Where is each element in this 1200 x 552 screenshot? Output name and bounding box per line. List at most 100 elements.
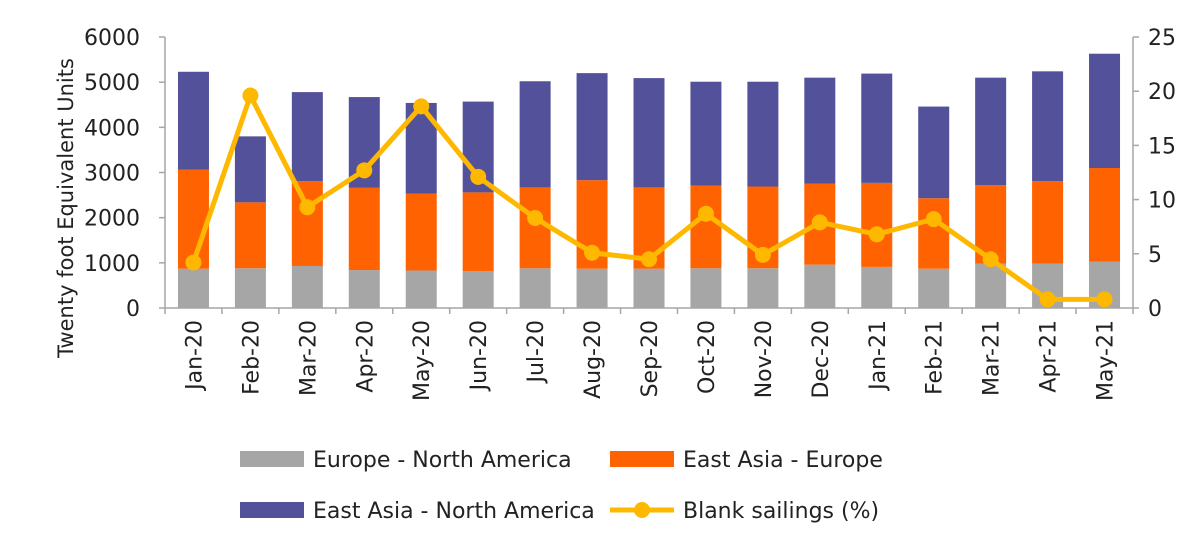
bar-europe-north-america-may-20: [405, 270, 437, 308]
bar-east-asia-europe-oct-20: [690, 185, 722, 269]
bar-europe-north-america-mar-20: [291, 266, 323, 308]
bar-east-asia-north-america-mar-20: [291, 92, 323, 182]
bar-europe-north-america-feb-21: [918, 268, 950, 308]
line-layer: [185, 87, 1113, 308]
y-tick-label: 0: [126, 297, 140, 322]
legend-item-east-asia-europe: East Asia - Europe: [610, 448, 883, 473]
legend-marker: [634, 502, 650, 518]
bar-europe-north-america-aug-20: [576, 268, 608, 308]
bar-east-asia-north-america-apr-21: [1032, 71, 1064, 182]
x-tick-label: Jan-20: [182, 320, 207, 392]
legend-layer: Europe - North America East Asia - Europe…: [240, 448, 883, 524]
x-tick-label: May-20: [410, 320, 435, 401]
bar-east-asia-north-america-jul-20: [519, 81, 551, 188]
bar-east-asia-north-america-oct-20: [690, 81, 722, 186]
x-tick-label: Nov-20: [752, 320, 777, 398]
point-blank-sailings-jan-20: [185, 254, 202, 271]
bar-east-asia-europe-apr-21: [1032, 181, 1064, 264]
bar-europe-north-america-feb-20: [234, 268, 266, 308]
legend-swatch: [240, 502, 304, 518]
point-blank-sailings-mar-21: [982, 251, 999, 268]
y-tick-label: 3000: [84, 162, 140, 187]
x-tick-label: Jan-21: [866, 320, 891, 392]
y-tick-label: 4000: [84, 116, 140, 141]
bar-east-asia-europe-mar-20: [291, 181, 323, 266]
x-tick-label: Oct-20: [695, 320, 720, 394]
bar-east-asia-north-america-aug-20: [576, 73, 608, 181]
bar-east-asia-north-america-feb-21: [918, 106, 950, 199]
y2-tick-label: 0: [1148, 297, 1162, 322]
point-blank-sailings-sep-20: [641, 251, 657, 268]
bar-europe-north-america-oct-20: [690, 268, 722, 308]
bar-east-asia-europe-jul-20: [519, 187, 551, 269]
y2-tick-label: 25: [1148, 26, 1176, 51]
bar-europe-north-america-jan-21: [861, 266, 893, 308]
bar-east-asia-north-america-feb-20: [234, 136, 266, 203]
x-tick-label: Dec-20: [809, 320, 834, 399]
x-tick-label: Mar-20: [296, 320, 321, 396]
bar-europe-north-america-jul-20: [519, 268, 551, 308]
x-tick-label: Jun-20: [467, 320, 492, 392]
point-blank-sailings-jan-21: [868, 226, 885, 243]
legend-label: Blank sailings (%): [683, 499, 879, 524]
axes-layer: 0 1000 2000 3000 4000 5000 6000 0 5 10 15 20 25 Jan-2…: [54, 26, 1176, 401]
y-tick-label: 5000: [84, 71, 140, 96]
bar-east-asia-europe-jan-21: [861, 182, 893, 267]
x-tick-label: Apr-21: [1037, 320, 1062, 393]
bar-east-asia-north-america-dec-20: [804, 77, 836, 184]
legend-label: East Asia - North America: [313, 499, 595, 524]
bar-europe-north-america-jun-20: [462, 270, 494, 308]
bar-europe-north-america-nov-20: [747, 268, 779, 308]
point-blank-sailings-mar-20: [299, 199, 316, 216]
point-blank-sailings-jun-20: [470, 168, 487, 185]
y-tick-label: 2000: [84, 207, 140, 232]
bar-east-asia-europe-feb-20: [234, 202, 266, 269]
legend-label: Europe - North America: [313, 448, 572, 473]
bar-east-asia-north-america-nov-20: [747, 81, 779, 187]
point-blank-sailings-may-20: [413, 98, 430, 115]
legend-swatch: [240, 451, 304, 467]
point-blank-sailings-apr-20: [356, 162, 373, 179]
legend-label: East Asia - Europe: [683, 448, 883, 473]
x-tick-label: Mar-21: [980, 320, 1005, 396]
point-blank-sailings-oct-20: [697, 205, 714, 222]
point-blank-sailings-may-21: [1096, 291, 1113, 308]
bar-europe-north-america-mar-21: [975, 263, 1007, 308]
bar-east-asia-europe-jun-20: [462, 192, 494, 271]
x-tick-label: Feb-21: [923, 320, 948, 395]
x-tick-label: Feb-20: [239, 320, 264, 395]
bar-europe-north-america-jan-20: [177, 268, 209, 308]
x-tick-label: May-21: [1094, 320, 1119, 401]
bar-europe-north-america-dec-20: [804, 264, 836, 308]
bar-east-asia-europe-apr-20: [348, 187, 380, 271]
bar-east-asia-europe-feb-21: [918, 198, 950, 269]
bar-east-asia-europe-may-20: [405, 193, 437, 271]
point-blank-sailings-aug-20: [584, 244, 601, 261]
y2-tick-label: 10: [1148, 189, 1176, 214]
bar-europe-north-america-apr-20: [348, 270, 380, 308]
bar-europe-north-america-sep-20: [633, 268, 665, 308]
y-tick-label: 6000: [84, 26, 140, 51]
legend-item-europe-north-america: Europe - North America: [240, 448, 572, 473]
point-blank-sailings-feb-21: [925, 211, 942, 228]
bars-layer: [177, 53, 1121, 308]
y-tick-label: 1000: [84, 252, 140, 277]
point-blank-sailings-jul-20: [527, 210, 544, 227]
point-blank-sailings-apr-21: [1039, 291, 1056, 308]
point-blank-sailings-nov-20: [754, 246, 771, 263]
bar-east-asia-europe-jan-20: [177, 169, 209, 269]
bar-east-asia-europe-may-21: [1089, 167, 1121, 262]
legend-item-blank-sailings: Blank sailings (%): [610, 499, 879, 524]
point-blank-sailings-dec-20: [811, 214, 828, 231]
x-tick-label: Aug-20: [581, 320, 606, 399]
bar-east-asia-north-america-sep-20: [633, 78, 665, 188]
y2-tick-label: 20: [1148, 80, 1176, 105]
x-tick-label: Jul-20: [524, 320, 549, 384]
point-blank-sailings-feb-20: [242, 87, 259, 104]
bar-east-asia-north-america-may-21: [1089, 53, 1121, 168]
x-tick-label: Apr-20: [353, 320, 378, 393]
legend-item-east-asia-north-america: East Asia - North America: [240, 499, 595, 524]
x-tick-label: Sep-20: [638, 320, 663, 397]
